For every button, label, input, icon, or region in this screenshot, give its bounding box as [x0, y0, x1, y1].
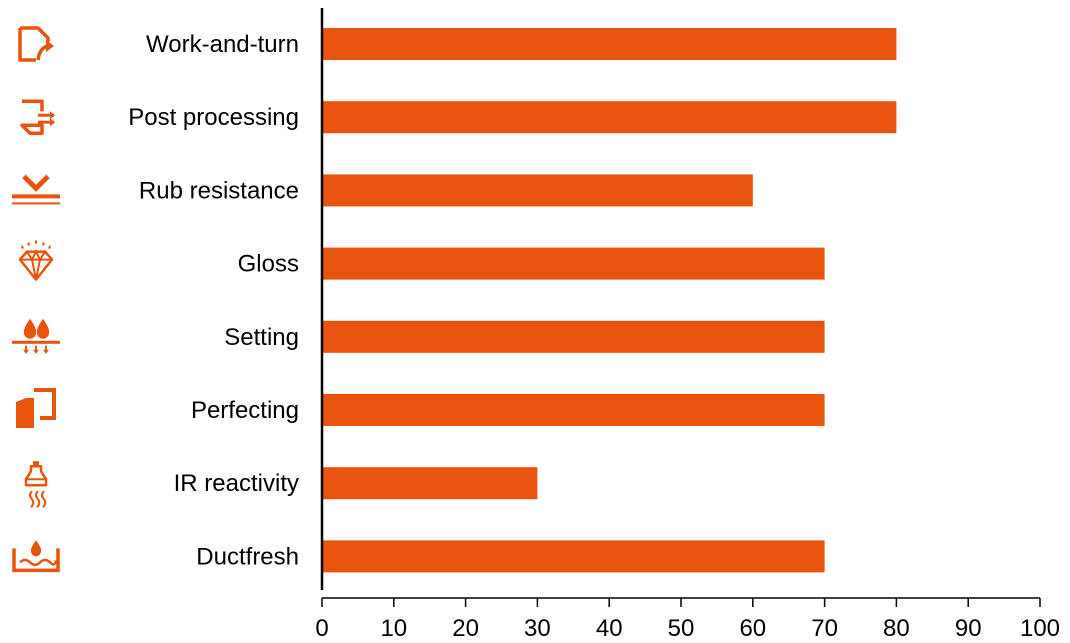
post-processing-icon: [20, 99, 55, 135]
category-icons: [12, 26, 60, 573]
category-label-ductfresh: Ductfresh: [196, 543, 299, 570]
bars: [323, 28, 897, 573]
x-tick-label: 0: [315, 615, 328, 642]
rub-resistance-icon: [12, 174, 60, 205]
category-label-setting: Setting: [224, 324, 299, 351]
bar-post-processing: [323, 101, 897, 134]
category-label-perfecting: Perfecting: [191, 397, 299, 424]
x-tick-label: 30: [524, 615, 551, 642]
category-label-rub-resistance: Rub resistance: [139, 177, 299, 204]
bar-setting: [323, 320, 825, 353]
bar-ir-reactivity: [323, 467, 538, 500]
x-tick-label: 40: [596, 615, 623, 642]
x-tick-label: 10: [380, 615, 407, 642]
gloss-diamond-icon: [18, 240, 54, 281]
perfecting-icon: [16, 388, 56, 428]
x-tick-label: 20: [452, 615, 479, 642]
bar-rub-resistance: [323, 174, 753, 207]
category-label-ir-reactivity: IR reactivity: [174, 470, 299, 497]
bar-perfecting: [323, 394, 825, 426]
category-label-gloss: Gloss: [238, 251, 299, 278]
category-label-post-processing: Post processing: [128, 104, 299, 131]
bar-ductfresh: [323, 540, 825, 573]
category-labels: Work-and-turn Post processing Rub resistan…: [128, 31, 299, 570]
category-label-work-and-turn: Work-and-turn: [146, 31, 299, 58]
page-turn-icon: [18, 26, 54, 62]
axes: 0 10 20 30 40 50 60 70 80 90 100: [315, 8, 1060, 642]
x-tick-label: 60: [739, 615, 766, 642]
ir-lamp-icon: [24, 461, 48, 508]
setting-drops-icon: [12, 318, 60, 354]
x-tick-label: 90: [955, 615, 982, 642]
bar-work-and-turn: [323, 28, 897, 60]
bar-gloss: [323, 247, 825, 280]
x-tick-label: 100: [1020, 615, 1060, 642]
ductfresh-icon: [12, 540, 60, 573]
x-tick-label: 50: [668, 615, 695, 642]
x-tick-label: 80: [883, 615, 910, 642]
x-tick-label: 70: [811, 615, 838, 642]
